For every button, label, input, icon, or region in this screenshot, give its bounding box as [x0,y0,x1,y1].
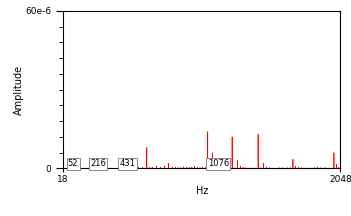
Text: 216: 216 [90,159,106,168]
Text: 1076: 1076 [208,159,229,168]
Text: 431: 431 [120,159,135,168]
Text: 52: 52 [68,159,78,168]
Y-axis label: Amplitude: Amplitude [14,65,24,115]
X-axis label: Hz: Hz [196,186,208,196]
